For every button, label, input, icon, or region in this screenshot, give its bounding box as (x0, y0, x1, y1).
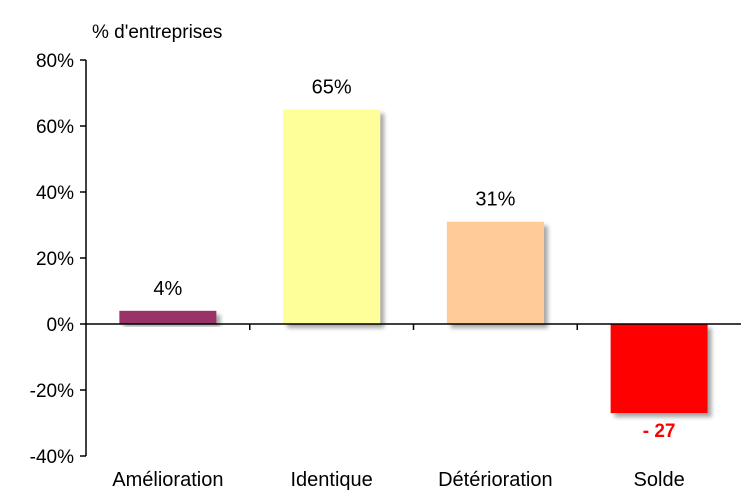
data-label: 4% (153, 278, 182, 300)
x-category-label: Détérioration (438, 469, 553, 491)
x-category-label: Amélioration (112, 469, 223, 491)
bar (119, 310, 217, 324)
y-tick-label: 40% (36, 183, 74, 204)
x-category-label: Identique (290, 469, 372, 491)
data-label: 65% (312, 77, 352, 99)
bar (610, 324, 708, 414)
data-label: 31% (475, 189, 515, 211)
y-tick-label: 60% (36, 117, 74, 138)
y-axis-title: % d'entreprises (92, 22, 222, 43)
y-tick-label: 80% (36, 51, 74, 72)
category-labels: Amélioration Identique Détérioration Solde (112, 469, 684, 491)
x-category-label: Solde (634, 469, 685, 491)
y-tick-label: -20% (30, 381, 74, 402)
y-tick-label: -40% (30, 447, 74, 468)
data-label: - 27 (643, 421, 676, 442)
y-tick-label: 0% (47, 315, 75, 336)
x-axis (86, 323, 741, 330)
y-tick-label: 20% (36, 249, 74, 270)
bar (446, 221, 544, 324)
bar (283, 109, 381, 324)
bars (119, 109, 708, 414)
y-axis: -40% -20% 0% 20% 40% 60% 80% (30, 51, 87, 468)
data-labels: 4% 65% 31% - 27 (153, 77, 675, 443)
